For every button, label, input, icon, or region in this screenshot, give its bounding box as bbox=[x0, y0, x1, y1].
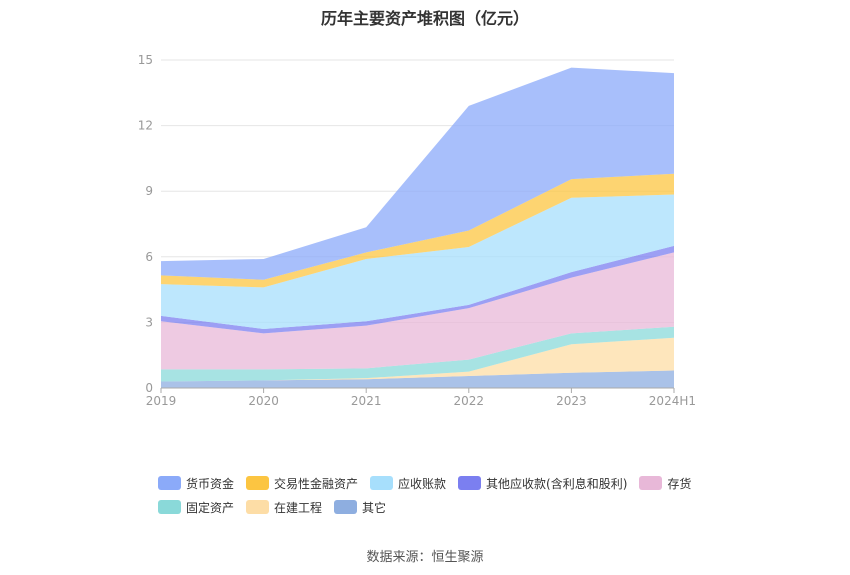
area-固定资产[interactable] bbox=[161, 326, 674, 382]
legend-swatch bbox=[246, 476, 270, 490]
area-存货[interactable] bbox=[161, 252, 674, 370]
chart-title: 历年主要资产堆积图（亿元） bbox=[320, 9, 529, 28]
legend-item[interactable]: 固定资产 bbox=[158, 499, 234, 516]
legend-label: 存货 bbox=[667, 476, 692, 491]
x-tick-label: 2023 bbox=[556, 394, 587, 408]
legend-label: 其它 bbox=[362, 500, 387, 515]
area-应收账款[interactable] bbox=[161, 194, 674, 329]
area-其他应收款(含利息和股利)[interactable] bbox=[161, 245, 674, 334]
data-source: 数据来源：恒生聚源 bbox=[366, 550, 484, 565]
legend-label: 在建工程 bbox=[274, 500, 323, 515]
legend: 货币资金 交易性金融资产 应收账款 其他应收款(含利息和股利) 存货 固定资产 在建工程 其… bbox=[158, 474, 718, 522]
legend-item[interactable]: 交易性金融资产 bbox=[246, 475, 358, 492]
y-tick-label: 3 bbox=[145, 315, 153, 329]
legend-item[interactable]: 其他应收款(含利息和股利) bbox=[458, 475, 627, 492]
legend-label: 应收账款 bbox=[398, 476, 447, 491]
y-tick-label: 15 bbox=[138, 53, 153, 67]
legend-swatch bbox=[158, 500, 181, 514]
legend-swatch bbox=[370, 476, 394, 490]
legend-swatch bbox=[639, 476, 663, 490]
legend-swatch bbox=[158, 476, 181, 490]
legend-label: 交易性金融资产 bbox=[274, 476, 359, 491]
x-tick-label: 2021 bbox=[351, 394, 382, 408]
legend-swatch bbox=[334, 500, 358, 514]
x-tick-label: 2022 bbox=[454, 394, 485, 408]
y-tick-label: 0 bbox=[145, 381, 153, 395]
y-tick-label: 6 bbox=[145, 250, 153, 264]
legend-label: 货币资金 bbox=[186, 476, 235, 491]
legend-item[interactable]: 存货 bbox=[639, 475, 691, 492]
area-series bbox=[161, 67, 674, 388]
area-在建工程[interactable] bbox=[161, 337, 674, 382]
area-交易性金融资产[interactable] bbox=[161, 173, 674, 288]
area-货币资金[interactable] bbox=[161, 67, 674, 280]
x-tick-label: 2024H1 bbox=[649, 394, 696, 408]
y-tick-label: 12 bbox=[138, 119, 153, 133]
x-tick-label: 2020 bbox=[248, 394, 279, 408]
legend-label: 其他应收款(含利息和股利) bbox=[486, 476, 628, 491]
axes: 0 3 6 9 12 15 2019 2020 2021 2022 2023 2024H1 bbox=[138, 53, 696, 408]
y-tick-label: 9 bbox=[145, 184, 153, 198]
legend-label: 固定资产 bbox=[186, 500, 235, 515]
legend-swatch bbox=[458, 476, 482, 490]
legend-item[interactable]: 应收账款 bbox=[370, 475, 446, 492]
legend-item[interactable]: 在建工程 bbox=[246, 499, 322, 516]
legend-item[interactable]: 其它 bbox=[334, 499, 386, 516]
legend-item[interactable]: 货币资金 bbox=[158, 475, 234, 492]
area-其它[interactable] bbox=[161, 370, 674, 388]
legend-swatch bbox=[246, 500, 270, 514]
x-tick-label: 2019 bbox=[146, 394, 177, 408]
